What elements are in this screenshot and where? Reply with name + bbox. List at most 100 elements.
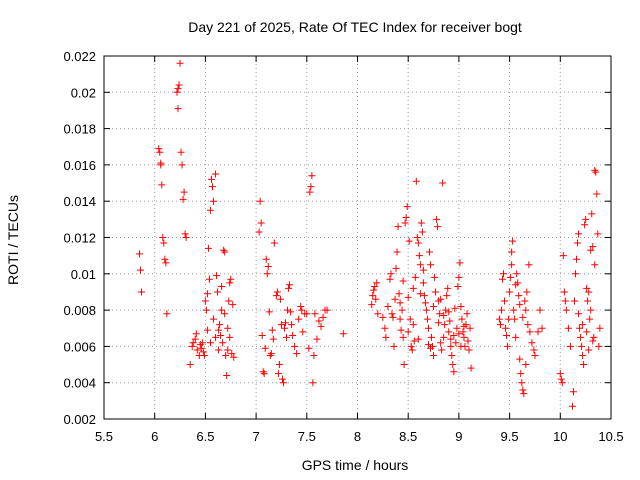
data-point	[430, 351, 438, 359]
y-tick-label: 0.022	[63, 49, 96, 64]
data-point	[448, 351, 456, 359]
x-tick-label: 8.5	[399, 429, 417, 444]
data-point	[419, 279, 427, 287]
data-point	[307, 183, 315, 191]
data-point	[319, 313, 327, 321]
data-point	[511, 315, 519, 323]
data-point	[274, 370, 282, 378]
data-point	[505, 315, 513, 323]
data-point	[455, 330, 463, 338]
data-point	[257, 219, 265, 227]
y-tick-label: 0.006	[63, 339, 96, 354]
data-point	[323, 306, 331, 314]
data-point	[205, 275, 213, 283]
data-point	[226, 333, 234, 341]
data-point	[442, 306, 450, 314]
data-point	[287, 308, 295, 316]
data-point	[446, 317, 454, 325]
data-point	[562, 306, 570, 314]
data-point	[508, 261, 516, 269]
data-point	[500, 270, 508, 278]
data-point	[427, 261, 435, 269]
data-point	[176, 59, 184, 67]
data-point	[405, 237, 413, 245]
data-point	[285, 284, 293, 292]
data-point	[518, 379, 526, 387]
data-point	[585, 346, 593, 354]
y-tick-label: 0.002	[63, 412, 96, 427]
data-point	[203, 290, 211, 298]
data-point	[308, 172, 316, 180]
data-point	[215, 326, 223, 334]
data-point	[420, 292, 428, 300]
y-tick-label: 0.008	[63, 303, 96, 318]
data-point	[284, 306, 292, 314]
data-point	[524, 321, 532, 329]
data-point	[569, 388, 577, 396]
data-point	[373, 279, 381, 287]
data-point	[174, 85, 182, 93]
data-point	[221, 248, 229, 256]
data-point	[434, 223, 442, 231]
data-point	[422, 306, 430, 314]
data-point	[580, 361, 588, 369]
data-point	[374, 310, 382, 318]
data-point	[416, 290, 424, 298]
data-point	[371, 283, 379, 291]
data-point	[191, 335, 199, 343]
data-point	[282, 319, 290, 327]
data-point	[440, 333, 448, 341]
data-point	[415, 252, 423, 260]
x-tick-label: 7.5	[298, 429, 316, 444]
data-point	[266, 351, 274, 359]
data-point	[382, 333, 390, 341]
data-point	[387, 270, 395, 278]
data-point	[315, 317, 323, 325]
data-point	[278, 375, 286, 383]
data-point	[229, 301, 237, 309]
data-point	[591, 261, 599, 269]
data-point	[222, 351, 230, 359]
data-point	[584, 297, 592, 305]
data-point	[581, 221, 589, 229]
data-point	[396, 315, 404, 323]
data-point	[317, 322, 325, 330]
data-point	[523, 288, 531, 296]
data-point	[370, 286, 378, 294]
data-point	[443, 292, 451, 300]
data-point	[213, 272, 221, 280]
data-point	[297, 302, 305, 310]
data-point	[163, 310, 171, 318]
data-point	[497, 306, 505, 314]
data-point	[217, 332, 225, 340]
data-point	[509, 237, 517, 245]
data-point	[457, 342, 465, 350]
data-point	[575, 310, 583, 318]
data-point	[201, 297, 209, 305]
data-point	[368, 301, 376, 309]
data-point	[388, 310, 396, 318]
data-point	[441, 321, 449, 329]
data-point	[528, 339, 536, 347]
data-point	[203, 326, 211, 334]
data-point	[440, 312, 448, 320]
data-point	[289, 332, 297, 340]
data-point	[534, 328, 542, 336]
data-point	[407, 342, 415, 350]
data-point	[425, 248, 433, 256]
data-point	[174, 105, 182, 113]
data-point	[460, 333, 468, 341]
data-point	[591, 166, 599, 174]
data-point	[161, 255, 169, 263]
data-point	[159, 234, 167, 241]
data-point	[437, 339, 445, 347]
data-point	[409, 321, 417, 329]
data-point	[206, 206, 214, 214]
data-point	[465, 346, 473, 354]
data-point	[589, 243, 597, 251]
data-point	[530, 346, 538, 354]
y-tick-label: 0.014	[63, 194, 96, 209]
data-point	[570, 297, 578, 305]
data-point	[439, 179, 447, 187]
data-point	[212, 170, 220, 178]
